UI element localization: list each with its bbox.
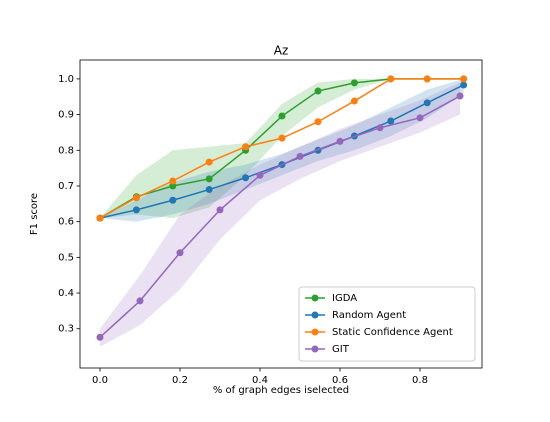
legend-marker xyxy=(311,345,319,353)
data-point xyxy=(96,333,104,341)
data-point xyxy=(278,134,286,142)
legend-label: IGDA xyxy=(332,293,357,304)
y-tick-label: 0.8 xyxy=(58,145,74,156)
legend-marker xyxy=(311,328,319,336)
data-point xyxy=(205,186,213,194)
x-tick-label: 0.8 xyxy=(412,375,428,386)
y-tick-label: 0.6 xyxy=(58,217,74,228)
data-point xyxy=(314,87,322,95)
data-point xyxy=(216,206,224,214)
x-tick-label: 0.0 xyxy=(92,375,108,386)
data-point xyxy=(136,297,144,305)
x-tick-label: 0.6 xyxy=(332,375,348,386)
y-tick-label: 1.0 xyxy=(58,74,74,85)
confidence-band xyxy=(100,82,460,347)
y-axis-label: F1 score xyxy=(29,193,40,235)
data-point xyxy=(460,81,468,89)
confidence-band xyxy=(100,78,464,219)
data-point xyxy=(169,182,177,190)
data-point xyxy=(376,124,384,132)
x-tick-label: 0.2 xyxy=(172,375,188,386)
y-tick-label: 0.9 xyxy=(58,110,74,121)
chart-title: Az xyxy=(274,44,289,58)
data-point xyxy=(350,79,358,87)
data-point xyxy=(132,194,140,202)
y-tick-label: 0.7 xyxy=(58,181,74,192)
data-point xyxy=(132,206,140,214)
data-point xyxy=(314,118,322,126)
data-point xyxy=(256,171,264,179)
legend-label: Random Agent xyxy=(332,310,406,321)
data-point xyxy=(205,175,213,183)
data-point xyxy=(460,75,468,83)
legend-box xyxy=(298,286,476,362)
confidence-band xyxy=(100,78,464,222)
data-point xyxy=(296,152,304,160)
x-tick-label: 0.4 xyxy=(252,375,268,386)
legend-marker xyxy=(311,294,319,302)
legend-label: Static Confidence Agent xyxy=(332,327,453,338)
data-point xyxy=(176,249,184,257)
data-point xyxy=(336,137,344,145)
data-point xyxy=(416,114,424,122)
data-point xyxy=(169,196,177,204)
data-point xyxy=(205,158,213,166)
data-point xyxy=(387,117,395,125)
data-point xyxy=(242,174,250,182)
data-point xyxy=(387,75,395,83)
legend-label: GIT xyxy=(332,344,350,355)
data-point xyxy=(423,75,431,83)
y-tick-label: 0.5 xyxy=(58,252,74,263)
data-point xyxy=(169,177,177,185)
data-point xyxy=(350,97,358,105)
data-point xyxy=(96,214,104,222)
data-point xyxy=(456,92,464,100)
series-line xyxy=(99,95,461,338)
y-tick-label: 0.3 xyxy=(58,324,74,335)
y-tick-label: 0.4 xyxy=(58,288,74,299)
data-point xyxy=(423,99,431,107)
legend-marker xyxy=(311,311,319,319)
data-point xyxy=(242,143,250,151)
plot-frame xyxy=(79,59,483,369)
data-point xyxy=(278,112,286,120)
x-axis-label: % of graph edges iselected xyxy=(213,385,349,396)
